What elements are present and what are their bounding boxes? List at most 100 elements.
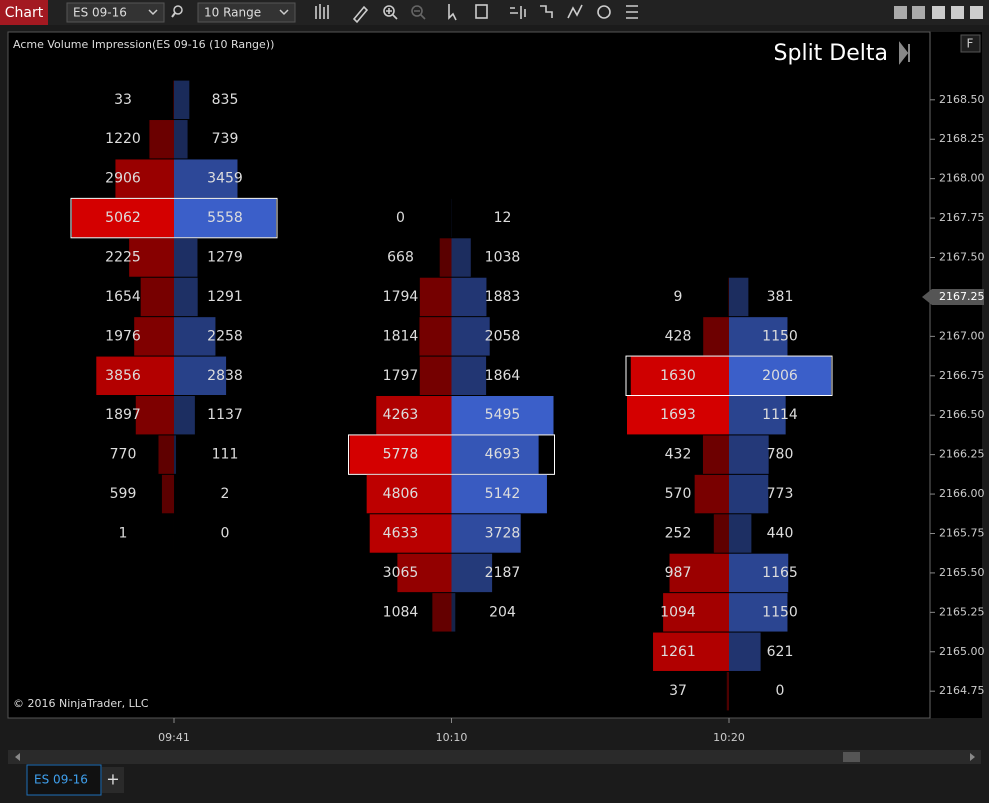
ask-bar xyxy=(729,553,789,593)
ask-label: 1279 xyxy=(207,250,243,266)
ask-bar xyxy=(451,593,456,632)
ask-bar xyxy=(451,277,487,317)
bid-bar xyxy=(135,396,174,435)
ask-bar xyxy=(174,238,198,277)
ask-label: 204 xyxy=(489,604,516,620)
zoom-out-minus xyxy=(414,10,426,20)
ask-label: 5142 xyxy=(485,486,521,502)
bid-bar xyxy=(349,435,452,474)
window-button[interactable] xyxy=(912,6,925,19)
ask-bar xyxy=(451,238,471,277)
bid-label: 5778 xyxy=(383,447,419,463)
bars-icon[interactable] xyxy=(315,4,329,19)
ask-label: 739 xyxy=(212,131,239,147)
bid-label: 428 xyxy=(665,328,692,344)
bid-bar xyxy=(173,80,174,120)
ask-label: 2187 xyxy=(485,565,521,581)
mode-toggle[interactable] xyxy=(899,41,910,65)
ask-label: 3728 xyxy=(485,525,521,541)
ask-bar xyxy=(451,553,493,593)
y-tick-label: 2165.50 xyxy=(939,566,985,579)
bid-bar xyxy=(419,317,452,356)
data-box-icon[interactable] xyxy=(475,4,488,19)
ask-label: 2 xyxy=(221,486,230,502)
search-icon[interactable] xyxy=(173,5,183,15)
panel-button[interactable] xyxy=(960,34,981,53)
ask-label: 2838 xyxy=(207,368,243,384)
ask-bar xyxy=(729,356,831,396)
draw-icon[interactable] xyxy=(352,5,369,24)
bid-label: 33 xyxy=(114,92,132,108)
footprint: 2168.50 2168.25 2168.00 2167.75 2167.50 2167.… xyxy=(70,80,985,744)
bid-bar xyxy=(158,435,174,474)
maximize-button[interactable] xyxy=(951,6,964,19)
y-tick-label: 2166.25 xyxy=(939,448,985,461)
zoom-in-icon[interactable] xyxy=(383,5,395,17)
search-icon-handle xyxy=(171,12,176,18)
reload-icon[interactable] xyxy=(597,5,611,19)
y-tick-label: 2168.50 xyxy=(939,93,985,106)
interval-label: 10 Range xyxy=(204,6,261,20)
scroll-thumb[interactable] xyxy=(843,752,860,762)
ask-bar xyxy=(174,198,276,238)
chart-button-label: Chart xyxy=(5,5,44,21)
y-tick-label: 2167.00 xyxy=(939,329,985,342)
bid-label: 0 xyxy=(396,210,405,226)
minimize-button[interactable] xyxy=(932,6,945,19)
ask-label: 773 xyxy=(767,486,794,502)
ask-label: 0 xyxy=(776,683,785,699)
bid-label: 1797 xyxy=(383,368,419,384)
bid-label: 770 xyxy=(110,447,137,463)
bid-bar xyxy=(439,238,452,277)
zoom-out-icon[interactable] xyxy=(411,5,423,17)
scrollbar[interactable] xyxy=(8,750,981,764)
interval-dropdown[interactable] xyxy=(197,2,296,23)
ask-bar xyxy=(729,632,761,671)
ask-label: 2006 xyxy=(762,368,798,384)
window-button[interactable] xyxy=(894,6,907,19)
ask-label: 1038 xyxy=(485,250,521,266)
ask-label: 780 xyxy=(767,447,794,463)
mode-label: Split Delta xyxy=(774,41,888,66)
bid-bar xyxy=(419,356,452,396)
ask-bar xyxy=(174,277,198,317)
bid-bar xyxy=(397,553,452,593)
bid-bar xyxy=(115,159,174,198)
properties-icon[interactable] xyxy=(626,5,638,19)
toolbar-icons xyxy=(315,4,638,24)
ask-label: 5495 xyxy=(485,407,521,423)
ask-label: 1137 xyxy=(207,407,243,423)
bid-label: 599 xyxy=(110,486,137,502)
ask-bar xyxy=(451,435,539,474)
instrument-dropdown[interactable] xyxy=(66,2,165,23)
bid-bar xyxy=(140,277,174,317)
bid-bar xyxy=(702,435,729,474)
chart-button[interactable] xyxy=(0,0,48,25)
ask-bar xyxy=(729,435,769,474)
add-tab-button[interactable] xyxy=(102,767,124,793)
bid-label: 9 xyxy=(674,289,683,305)
ask-label: 0 xyxy=(221,525,230,541)
pointer-icon[interactable] xyxy=(448,4,457,21)
strategy-icon[interactable] xyxy=(510,6,526,19)
ask-bar xyxy=(451,514,521,553)
ask-bar xyxy=(729,277,749,317)
bid-bar xyxy=(419,277,452,317)
bid-label: 37 xyxy=(669,683,687,699)
bid-bar xyxy=(627,396,729,435)
ask-bar xyxy=(729,593,788,632)
snap-icon[interactable] xyxy=(540,5,553,18)
active-tab[interactable] xyxy=(26,764,102,796)
close-button[interactable] xyxy=(970,6,983,19)
bid-bar xyxy=(96,356,174,396)
bid-bar xyxy=(713,514,729,553)
indicators-icon[interactable] xyxy=(567,4,583,19)
instrument-label: ES 09-16 xyxy=(73,6,127,20)
ask-label: 1114 xyxy=(762,407,798,423)
ask-bar xyxy=(174,435,177,474)
ask-label: 381 xyxy=(767,289,794,305)
bid-label: 1897 xyxy=(105,407,141,423)
bid-bar xyxy=(134,317,174,356)
ask-bar xyxy=(729,396,786,435)
ask-bar xyxy=(451,396,554,435)
